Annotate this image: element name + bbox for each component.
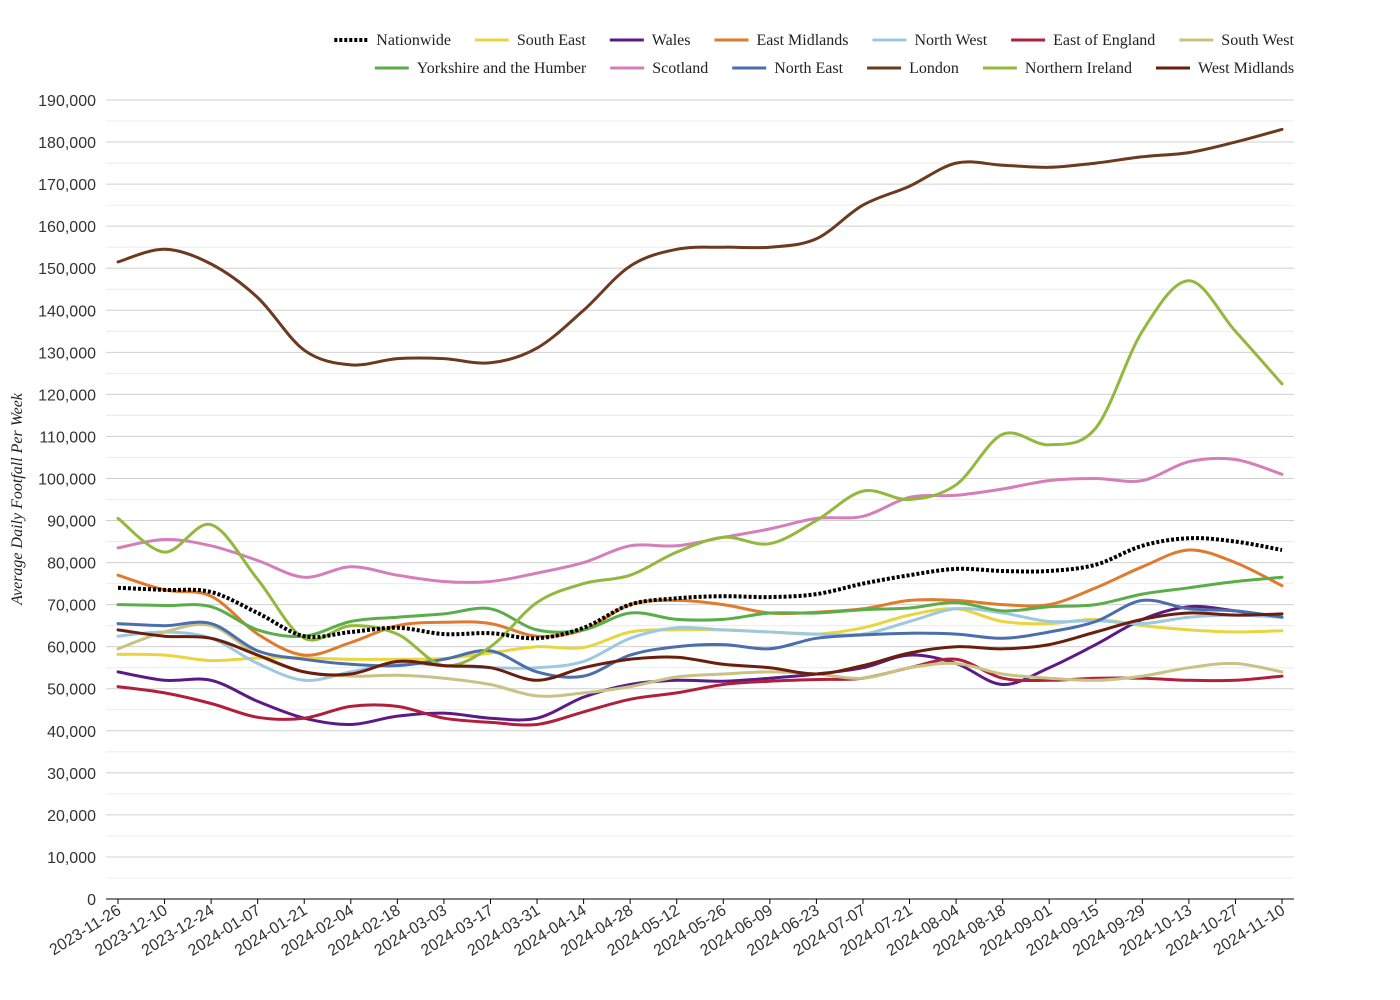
y-tick-label: 180,000 xyxy=(38,135,96,152)
legend-item-north-west: North West xyxy=(872,32,988,49)
y-tick-label: 50,000 xyxy=(47,682,96,699)
y-tick-label: 120,000 xyxy=(38,387,96,404)
legend-label: South East xyxy=(517,32,586,49)
legend-item-north-east: North East xyxy=(732,60,844,77)
y-tick-label: 20,000 xyxy=(47,808,96,825)
y-tick-label: 140,000 xyxy=(38,303,96,320)
legend-label: Yorkshire and the Humber xyxy=(417,60,587,77)
legend-item-nationwide: Nationwide xyxy=(334,32,451,49)
series-line-wales xyxy=(116,604,1284,727)
y-axis-title: Average Daily Footfall Per Week xyxy=(9,392,26,606)
legend-label: North East xyxy=(774,60,843,77)
x-axis: 2023-11-262023-12-102023-12-242024-01-07… xyxy=(47,898,1294,960)
y-tick-label: 130,000 xyxy=(38,345,96,362)
grid xyxy=(106,99,1294,879)
legend-label: East of England xyxy=(1053,32,1155,49)
y-tick-label: 0 xyxy=(87,892,96,909)
legend-item-east-of-england: East of England xyxy=(1011,32,1155,49)
legend-item-scotland: Scotland xyxy=(610,60,708,77)
series-line-nationwide xyxy=(117,536,1283,641)
series-line-west-midlands xyxy=(116,611,1284,682)
legend-item-london: London xyxy=(867,60,959,77)
legend-item-wales: Wales xyxy=(609,32,691,49)
legend-label: West Midlands xyxy=(1198,60,1294,77)
legend-label: Scotland xyxy=(652,60,708,77)
legend-item-south-west: South West xyxy=(1179,32,1295,49)
y-tick-label: 10,000 xyxy=(47,850,96,867)
y-tick-label: 170,000 xyxy=(38,177,96,194)
series-line-london xyxy=(116,127,1284,367)
y-tick-label: 160,000 xyxy=(38,219,96,236)
legend-item-south-east: South East xyxy=(474,32,586,49)
y-tick-label: 30,000 xyxy=(47,766,96,783)
legend-item-east-midlands: East Midlands xyxy=(714,32,849,49)
y-tick-label: 60,000 xyxy=(47,640,96,657)
legend-label: North West xyxy=(915,32,988,49)
legend-item-yorkshire-and-the-humber: Yorkshire and the Humber xyxy=(374,60,587,77)
y-tick-label: 190,000 xyxy=(38,93,96,110)
y-tick-label: 150,000 xyxy=(38,261,96,278)
y-tick-label: 90,000 xyxy=(47,514,96,531)
legend-item-west-midlands: West Midlands xyxy=(1156,60,1294,77)
series-line-northern-ireland xyxy=(116,279,1284,668)
legend-label: Wales xyxy=(652,32,691,49)
series-line-north-east xyxy=(116,598,1284,679)
series-line-east-midlands xyxy=(116,548,1284,657)
y-tick-label: 80,000 xyxy=(47,556,96,573)
series-line-north-west xyxy=(116,606,1284,682)
legend-label: South West xyxy=(1221,32,1294,49)
series-lines xyxy=(116,127,1284,727)
y-tick-label: 70,000 xyxy=(47,598,96,615)
legend-label: Northern Ireland xyxy=(1025,60,1132,77)
y-tick-label: 100,000 xyxy=(38,471,96,488)
y-tick-label: 110,000 xyxy=(39,429,96,446)
y-tick-label: 40,000 xyxy=(47,724,96,741)
legend: Nationwide South East Wales East Midlands No… xyxy=(334,32,1295,77)
legend-label: Nationwide xyxy=(376,32,451,49)
legend-label: London xyxy=(909,60,959,77)
series-line-east-of-england xyxy=(116,657,1284,727)
legend-label: East Midlands xyxy=(757,32,849,49)
y-axis: 0 10,000 20,000 30,000 40,000 50,000 60,000 70,… xyxy=(38,93,96,909)
legend-item-northern-ireland: Northern Ireland xyxy=(982,60,1132,77)
